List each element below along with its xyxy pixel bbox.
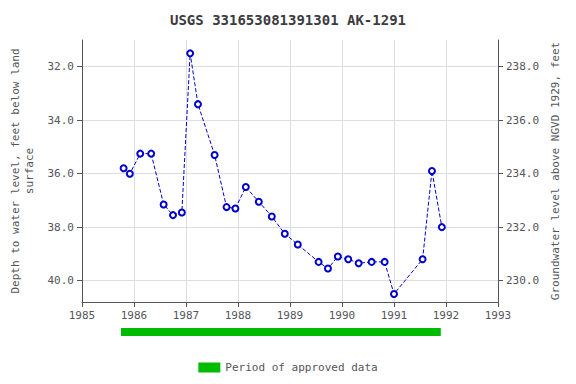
svg-text:1985: 1985 bbox=[69, 309, 96, 322]
svg-text:232.0: 232.0 bbox=[506, 221, 539, 234]
svg-text:230.0: 230.0 bbox=[506, 274, 539, 287]
svg-text:1988: 1988 bbox=[225, 309, 252, 322]
svg-text:1993: 1993 bbox=[485, 309, 512, 322]
svg-text:1986: 1986 bbox=[121, 309, 148, 322]
svg-text:40.0: 40.0 bbox=[48, 274, 75, 287]
svg-text:1991: 1991 bbox=[381, 309, 408, 322]
svg-text:234.0: 234.0 bbox=[506, 167, 539, 180]
svg-text:1992: 1992 bbox=[433, 309, 460, 322]
svg-text:Period of approved data: Period of approved data bbox=[225, 361, 377, 374]
svg-text:34.0: 34.0 bbox=[48, 114, 75, 127]
svg-text:238.0: 238.0 bbox=[506, 60, 539, 73]
svg-text:36.0: 36.0 bbox=[48, 167, 75, 180]
svg-text:surface: surface bbox=[23, 148, 36, 194]
svg-text:Depth to water level, feet bel: Depth to water level, feet below land bbox=[9, 48, 22, 293]
svg-text:38.0: 38.0 bbox=[48, 221, 75, 234]
svg-text:1990: 1990 bbox=[329, 309, 356, 322]
svg-text:236.0: 236.0 bbox=[506, 114, 539, 127]
svg-text:USGS 331653081391301 AK-1291: USGS 331653081391301 AK-1291 bbox=[170, 12, 406, 28]
svg-text:Groundwater level above NGVD 1: Groundwater level above NGVD 1929, feet bbox=[549, 42, 562, 300]
svg-text:1989: 1989 bbox=[277, 309, 304, 322]
svg-text:1987: 1987 bbox=[173, 309, 200, 322]
svg-text:32.0: 32.0 bbox=[48, 60, 75, 73]
